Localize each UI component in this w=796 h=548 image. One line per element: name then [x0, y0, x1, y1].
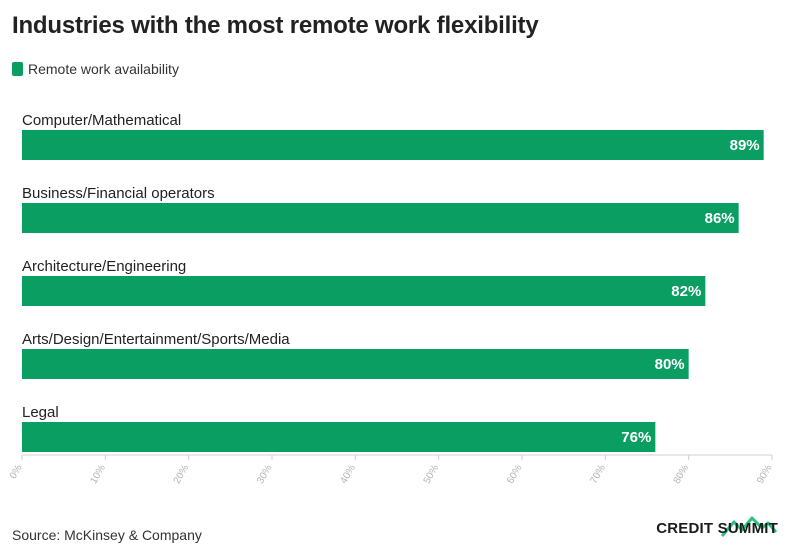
bar — [22, 130, 764, 160]
legend-swatch — [12, 62, 23, 76]
category-label: Arts/Design/Entertainment/Sports/Media — [22, 331, 290, 348]
data-label: 76% — [621, 429, 651, 446]
x-tick-label: 60% — [505, 463, 525, 486]
x-tick-label: 30% — [255, 463, 275, 486]
bar — [22, 422, 656, 452]
category-label: Legal — [22, 404, 59, 421]
chart-title: Industries with the most remote work fle… — [12, 12, 539, 39]
brand-logo: CREDIT SUMMIT — [656, 516, 778, 537]
source-note: Source: McKinsey & Company — [12, 527, 202, 543]
category-label: Computer/Mathematical — [22, 112, 181, 129]
data-label: 80% — [655, 356, 685, 373]
x-tick-label: 90% — [755, 463, 775, 486]
data-label: 82% — [671, 283, 701, 300]
x-tick-label: 80% — [672, 463, 692, 486]
x-tick-label: 0% — [8, 463, 25, 481]
x-tick-label: 10% — [88, 463, 108, 486]
mountain-icon — [720, 516, 778, 537]
data-label: 89% — [730, 137, 760, 154]
category-label: Business/Financial operators — [22, 185, 215, 202]
x-tick-label: 20% — [172, 463, 192, 486]
x-tick-label: 50% — [422, 463, 442, 486]
brand-text: CREDIT SUMMIT — [656, 520, 778, 537]
category-label: Architecture/Engineering — [22, 258, 186, 275]
bar — [22, 203, 739, 233]
legend-label: Remote work availability — [28, 61, 179, 77]
data-label: 86% — [705, 210, 735, 227]
bar — [22, 276, 706, 306]
x-tick-label: 40% — [338, 463, 358, 486]
legend: Remote work availability — [12, 61, 179, 77]
bar — [22, 349, 689, 379]
x-tick-label: 70% — [588, 463, 608, 486]
